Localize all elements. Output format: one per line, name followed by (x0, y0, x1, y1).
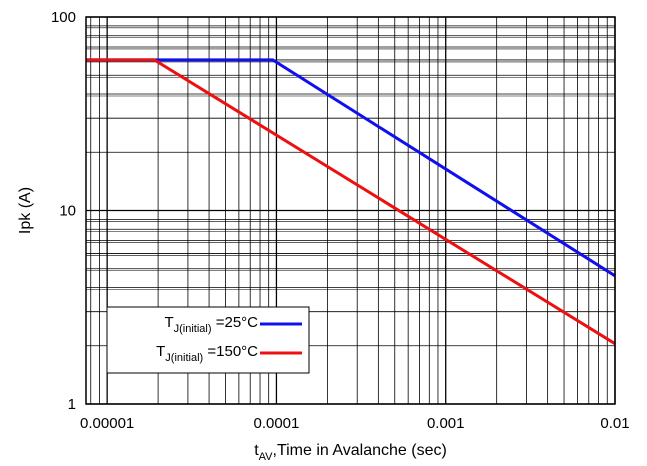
series-line-0 (86, 58, 616, 278)
x-tick-labels: 0.00001 0.0001 0.001 0.01 (80, 415, 630, 432)
legend-label-150c-rest: =150°C (203, 343, 258, 360)
y-tick-labels: 1 10 100 (51, 9, 76, 413)
legend-label-25c-sub: J(initial) (174, 323, 212, 335)
x-tick-label: 0.01 (600, 415, 629, 432)
series-line-1 (86, 58, 616, 345)
y-tick-label: 100 (51, 9, 76, 26)
legend-label-25c-rest: =25°C (212, 314, 259, 331)
legend-label-25c: TJ(initial) =25°C (164, 314, 258, 335)
y-tick-label: 10 (59, 203, 76, 220)
x-tick-label: 0.001 (427, 415, 465, 432)
x-axis-label-main: t (254, 442, 259, 459)
plot-frame (85, 16, 616, 405)
y-axis-label: Ipk (A) (17, 187, 34, 234)
series-layer (86, 58, 616, 345)
x-axis-label: tAV,Time in Avalanche (sec) (254, 442, 447, 463)
x-tick-label: 0.0001 (253, 415, 299, 432)
legend-box (106, 306, 310, 374)
x-tick-label: 0.00001 (80, 415, 134, 432)
x-axis-label-sub: AV (259, 451, 274, 463)
legend-label-150c-main: T (156, 343, 165, 360)
x-axis-label-rest: ,Time in Avalanche (sec) (273, 442, 447, 459)
legend-label-150c-sub: J(initial) (165, 352, 203, 364)
legend: TJ(initial) =25°C TJ(initial) =150°C (106, 306, 310, 374)
legend-label-150c: TJ(initial) =150°C (156, 343, 258, 364)
y-tick-label: 1 (68, 396, 76, 413)
legend-label-25c-main: T (164, 314, 173, 331)
